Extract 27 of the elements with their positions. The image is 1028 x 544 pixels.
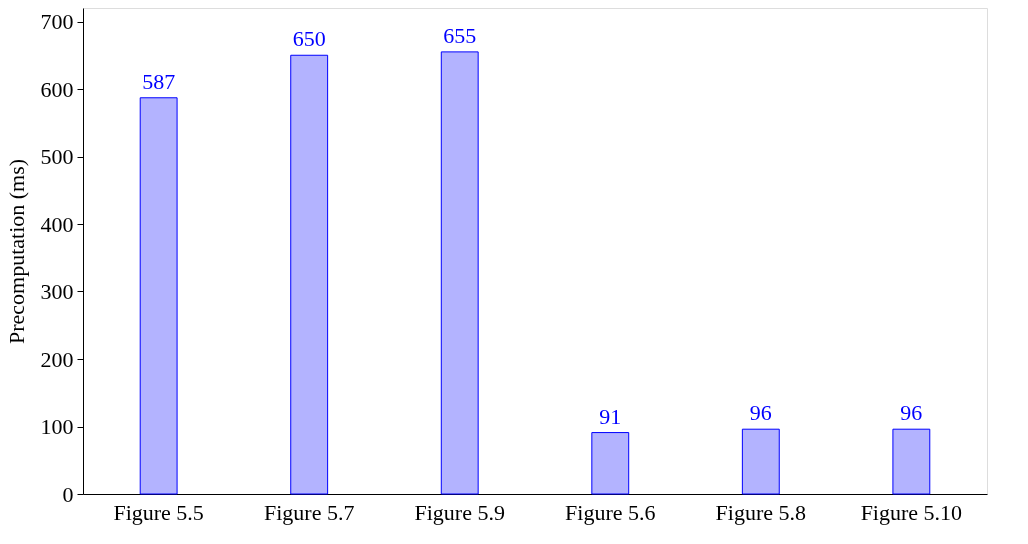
x-tick-label: Figure 5.10 [860,499,963,525]
bar [892,428,931,495]
y-tick-label: 700 [40,9,74,34]
bar [591,432,630,495]
y-tick-label: 500 [40,144,74,169]
data-label: 96 [900,400,923,426]
y-tick-label: 600 [40,76,74,102]
y-axis-title: Precomputation (ms) [3,158,29,345]
x-tick-label: Figure 5.9 [414,499,505,525]
x-tick-label: Figure 5.7 [263,499,355,525]
bar [440,51,479,495]
data-label: 91 [599,403,622,429]
data-label: 96 [749,400,772,426]
data-label: 655 [443,22,477,48]
bar [741,428,780,495]
bar [290,54,329,495]
y-tick-label: 300 [40,279,74,304]
x-tick-label: Figure 5.5 [113,499,204,525]
y-tick-label: 400 [40,211,74,237]
y-tick-label: 200 [40,346,74,372]
bar [139,97,178,495]
data-label: 587 [142,68,176,94]
data-label: 650 [292,26,326,52]
y-tick-label: 100 [40,414,74,439]
y-tick-label: 0 [62,481,74,507]
x-tick-label: Figure 5.6 [565,499,656,525]
x-tick-label: Figure 5.8 [715,499,807,525]
